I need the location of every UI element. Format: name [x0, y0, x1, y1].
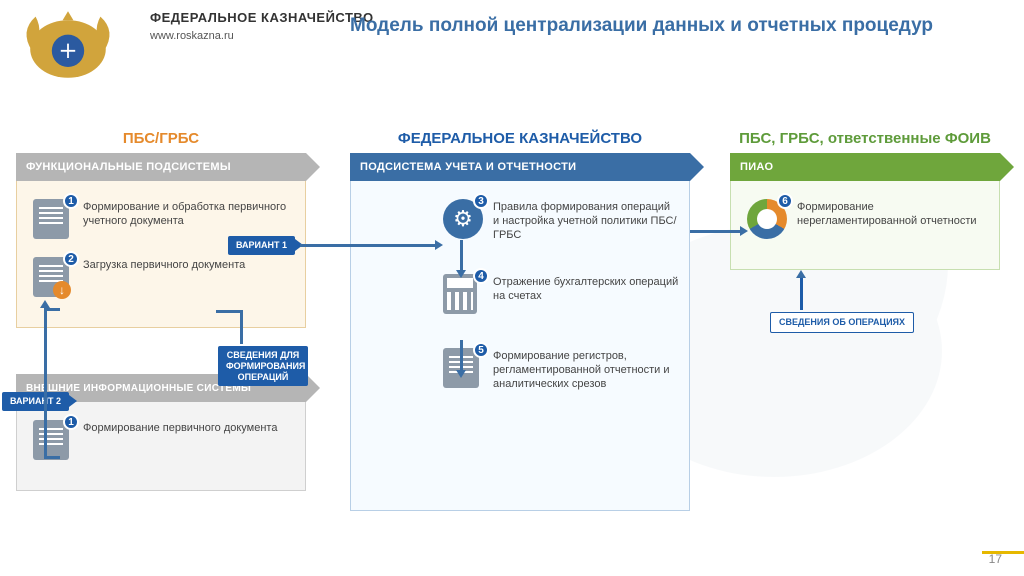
connector: [300, 244, 435, 247]
item-m5-text: Формирование регистров, регламентированн…: [493, 346, 679, 391]
item-m4-text: Отражение бухгалтерских операций на счет…: [493, 272, 679, 304]
col-right-title: ПБС, ГРБС, ответственные ФОИВ: [730, 130, 1000, 147]
calculator-icon: [443, 274, 477, 314]
item-l1: 1 Формирование и обработка первичного уч…: [31, 197, 295, 241]
item-m5: 5 Формирование регистров, регламентирова…: [441, 346, 679, 391]
item-m3: 3 Правила формирования операций и настро…: [441, 197, 679, 242]
item-m4: 4 Отражение бухгалтерских операций на сч…: [441, 272, 679, 316]
org-url: www.roskazna.ru: [150, 30, 234, 42]
emblem-icon: [8, 4, 128, 94]
page-title: Модель полной централизации данных и отч…: [350, 14, 933, 38]
connector: [216, 310, 240, 313]
panel-piao: 6 Формирование нерегламентированной отче…: [730, 181, 1000, 270]
badge-1b: 1: [63, 414, 79, 430]
tag-sved-op: СВЕДЕНИЯ ОБ ОПЕРАЦИЯХ: [770, 312, 914, 333]
connector: [800, 278, 803, 310]
badge-2: 2: [63, 251, 79, 267]
badge-6: 6: [777, 193, 793, 209]
arrowhead-icon: [796, 270, 806, 278]
badge-3: 3: [473, 193, 489, 209]
column-middle: ФЕДЕРАЛЬНОЕ КАЗНАЧЕЙСТВО ПОДСИСТЕМА УЧЕТ…: [350, 130, 690, 511]
item-l2-text: Загрузка первичного документа: [83, 255, 245, 273]
arrowhead-icon: [456, 270, 466, 278]
page-number: 17: [989, 552, 1002, 566]
connector: [44, 308, 60, 311]
bar-accounting-reporting: ПОДСИСТЕМА УЧЕТА И ОТЧЕТНОСТИ: [350, 153, 690, 181]
tag-variant2: ВАРИАНТ 2: [2, 392, 69, 411]
arrowhead-icon: [456, 370, 466, 378]
org-name: ФЕДЕРАЛЬНОЕ КАЗНАЧЕЙСТВО: [150, 10, 374, 25]
connector: [44, 308, 47, 456]
connector: [240, 310, 243, 344]
col-left-title: ПБС/ГРБС: [16, 130, 306, 147]
bar-functional-subsystems: ФУНКЦИОНАЛЬНЫЕ ПОДСИСТЕМЫ: [16, 153, 306, 181]
tag-variant1: ВАРИАНТ 1: [228, 236, 295, 255]
item-l3-text: Формирование первичного документа: [83, 418, 277, 436]
column-right: ПБС, ГРБС, ответственные ФОИВ ПИАО 6 Фор…: [730, 130, 1000, 270]
item-l1-text: Формирование и обработка первичного учет…: [83, 197, 295, 229]
panel-accounting: 3 Правила формирования операций и настро…: [350, 181, 690, 511]
arrowhead-icon: [435, 240, 443, 250]
item-m3-text: Правила формирования операций и настройк…: [493, 197, 679, 242]
badge-5: 5: [473, 342, 489, 358]
header: ФЕДЕРАЛЬНОЕ КАЗНАЧЕЙСТВО www.roskazna.ru…: [0, 0, 1024, 90]
connector: [460, 340, 463, 370]
item-l3: 1 Формирование первичного документа: [31, 418, 295, 462]
col-mid-title: ФЕДЕРАЛЬНОЕ КАЗНАЧЕЙСТВО: [350, 130, 690, 147]
badge-1: 1: [63, 193, 79, 209]
arrowhead-icon: [40, 300, 50, 308]
connector: [44, 456, 60, 459]
item-r6-text: Формирование нерегламентированной отчетн…: [797, 197, 989, 229]
item-r6: 6 Формирование нерегламентированной отче…: [745, 197, 989, 241]
badge-4: 4: [473, 268, 489, 284]
item-l2: 2 Загрузка первичного документа: [31, 255, 295, 299]
connector: [690, 230, 740, 233]
arrowhead-icon: [740, 226, 748, 236]
panel-external: 1 Формирование первичного документа: [16, 402, 306, 491]
bar-piao: ПИАО: [730, 153, 1000, 181]
connector: [460, 240, 463, 270]
tag-sved-form: СВЕДЕНИЯ ДЛЯ ФОРМИРОВАНИЯ ОПЕРАЦИЙ: [218, 346, 308, 386]
